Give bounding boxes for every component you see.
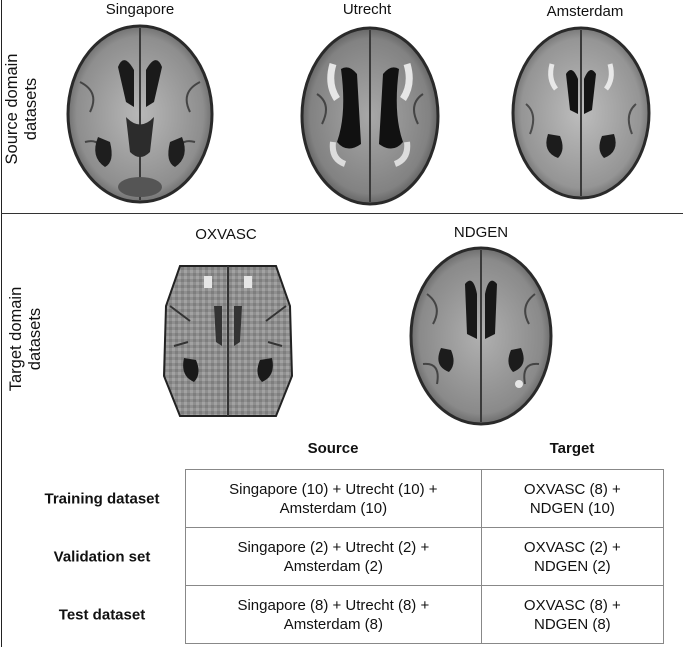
training-source-cell: Singapore (10) + Utrecht (10) + Amsterda… (185, 469, 482, 528)
mri-utrecht-image (300, 26, 440, 206)
column-header-target: Target (549, 440, 595, 457)
target-domain-label: Target domain datasets (7, 286, 44, 392)
table-row: Singapore (8) + Utrecht (8) + Amsterdam … (185, 585, 665, 644)
mri-ndgen-image (409, 246, 553, 426)
row-label-test: Test dataset (58, 606, 146, 624)
caption-amsterdam: Amsterdam (546, 3, 624, 20)
caption-utrecht: Utrecht (342, 1, 392, 18)
frame-left-border (1, 0, 2, 647)
caption-ndgen: NDGEN (453, 224, 509, 241)
source-domain-label: Source domain datasets (3, 53, 40, 165)
table-row: Singapore (10) + Utrecht (10) + Amsterda… (185, 469, 665, 528)
dataset-split-table: Singapore (10) + Utrecht (10) + Amsterda… (185, 469, 665, 644)
table-row: Singapore (2) + Utrecht (2) + Amsterdam … (185, 527, 665, 586)
row-label-training: Training dataset (44, 490, 160, 508)
caption-oxvasc: OXVASC (195, 226, 257, 243)
training-target-cell: OXVASC (8) + NDGEN (10) (480, 469, 665, 528)
row-label-validation: Validation set (53, 548, 151, 566)
test-target-cell: OXVASC (8) + NDGEN (8) (480, 585, 665, 644)
caption-singapore: Singapore (105, 1, 175, 18)
mri-singapore-image (66, 24, 214, 204)
column-header-source: Source (307, 440, 359, 457)
mri-oxvasc-image (162, 265, 294, 417)
mri-amsterdam-image (511, 26, 651, 200)
validation-target-cell: OXVASC (2) + NDGEN (2) (480, 527, 665, 586)
validation-source-cell: Singapore (2) + Utrecht (2) + Amsterdam … (185, 527, 482, 586)
test-source-cell: Singapore (8) + Utrecht (8) + Amsterdam … (185, 585, 482, 644)
section-divider (1, 213, 683, 214)
